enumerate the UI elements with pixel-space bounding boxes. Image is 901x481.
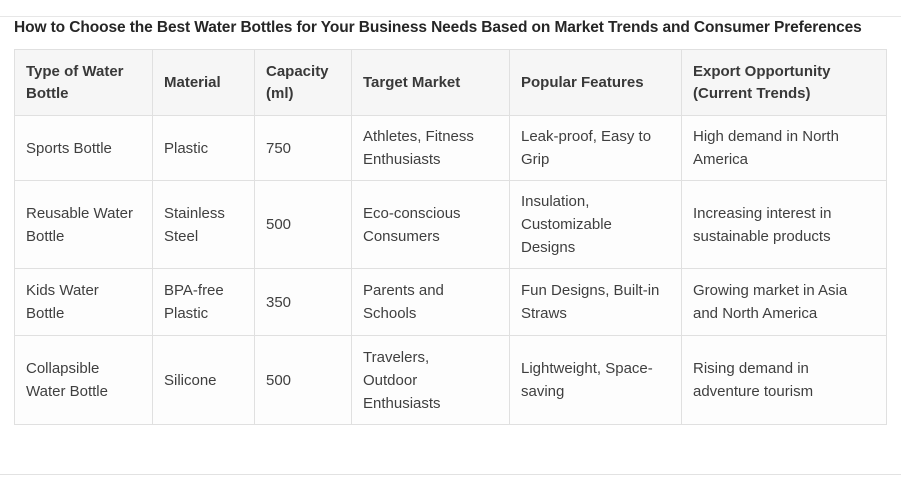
cell-popular-features: Lightweight, Space- saving (509, 335, 682, 425)
cell-target-market: Travelers, Outdoor Enthusiasts (351, 335, 510, 425)
column-header-target-market: Target Market (351, 49, 510, 116)
table-header: Type of Water Bottle Material Capacity (… (14, 49, 887, 116)
cell-export-opportunity: High demand in North America (681, 115, 887, 181)
page: How to Choose the Best Water Bottles for… (0, 16, 901, 481)
column-header-material: Material (152, 49, 255, 116)
table-row-reusable-water-bottle: Reusable Water Bottle Stainless Steel 50… (14, 180, 887, 269)
cell-type: Sports Bottle (14, 115, 153, 181)
cell-capacity: 350 (254, 268, 352, 336)
cell-material: Silicone (152, 335, 255, 425)
bottom-divider (0, 474, 901, 475)
cell-material: Plastic (152, 115, 255, 181)
cell-popular-features: Insulation, Customizable Designs (509, 180, 682, 269)
cell-export-opportunity: Growing market in Asia and North America (681, 268, 887, 336)
cell-capacity: 500 (254, 180, 352, 269)
cell-type: Kids Water Bottle (14, 268, 153, 336)
column-header-type: Type of Water Bottle (14, 49, 153, 116)
cell-target-market: Eco-conscious Consumers (351, 180, 510, 269)
cell-popular-features: Leak-proof, Easy to Grip (509, 115, 682, 181)
table-row-kids-water-bottle: Kids Water Bottle BPA-free Plastic 350 P… (14, 268, 887, 336)
cell-capacity: 750 (254, 115, 352, 181)
table-row-sports-bottle: Sports Bottle Plastic 750 Athletes, Fitn… (14, 115, 887, 181)
column-header-export-opportunity: Export Opportunity (Current Trends) (681, 49, 887, 116)
cell-material: BPA-free Plastic (152, 268, 255, 336)
cell-type: Reusable Water Bottle (14, 180, 153, 269)
cell-export-opportunity: Increasing interest in sustainable produ… (681, 180, 887, 269)
table-header-row: Type of Water Bottle Material Capacity (… (14, 49, 887, 116)
cell-type: Collapsible Water Bottle (14, 335, 153, 425)
water-bottle-comparison-table: Type of Water Bottle Material Capacity (… (14, 49, 887, 425)
table-body: Sports Bottle Plastic 750 Athletes, Fitn… (14, 115, 887, 425)
cell-target-market: Parents and Schools (351, 268, 510, 336)
cell-export-opportunity: Rising demand in adventure tourism (681, 335, 887, 425)
cell-capacity: 500 (254, 335, 352, 425)
top-divider (0, 16, 901, 17)
column-header-capacity: Capacity (ml) (254, 49, 352, 116)
cell-popular-features: Fun Designs, Built-in Straws (509, 268, 682, 336)
column-header-popular-features: Popular Features (509, 49, 682, 116)
cell-target-market: Athletes, Fitness Enthusiasts (351, 115, 510, 181)
page-title: How to Choose the Best Water Bottles for… (14, 19, 862, 36)
cell-material: Stainless Steel (152, 180, 255, 269)
table-row-collapsible-water-bottle: Collapsible Water Bottle Silicone 500 Tr… (14, 335, 887, 425)
